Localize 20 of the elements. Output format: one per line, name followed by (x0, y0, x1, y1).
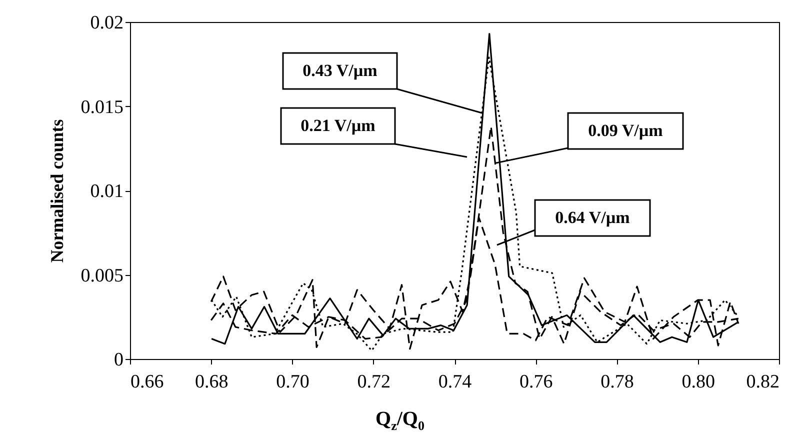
x-tick-label: 0.80 (682, 372, 715, 392)
x-tick-label: 0.70 (276, 372, 310, 392)
x-tick-label: 0.74 (438, 372, 472, 392)
y-tick-label: 0.005 (80, 265, 124, 286)
y-tick-label: 0.01 (90, 181, 124, 202)
y-axis-title: Normalised counts (46, 119, 67, 263)
text: 0.09 V/µm (588, 121, 663, 140)
x-tick-label: 0.68 (195, 372, 228, 392)
y-tick-label: 0 (114, 350, 124, 370)
text: 0.64 V/µm (555, 208, 630, 227)
x-tick-label: 0.78 (600, 372, 634, 392)
text: 0.21 V/µm (300, 116, 376, 135)
x-axis-title: Q$_{z}$/Q$_{0}$ (374, 408, 426, 434)
x-tick-label: 0.82 (746, 372, 780, 392)
x-tick-label: 0.72 (357, 372, 390, 392)
x-tick-label: 0.66 (130, 372, 164, 392)
text: 0.43 V/µm (302, 61, 378, 80)
x-tick-label: 0.76 (520, 372, 553, 392)
y-tick-label: 0.02 (90, 12, 124, 34)
y-tick-label: 0.015 (80, 96, 124, 118)
